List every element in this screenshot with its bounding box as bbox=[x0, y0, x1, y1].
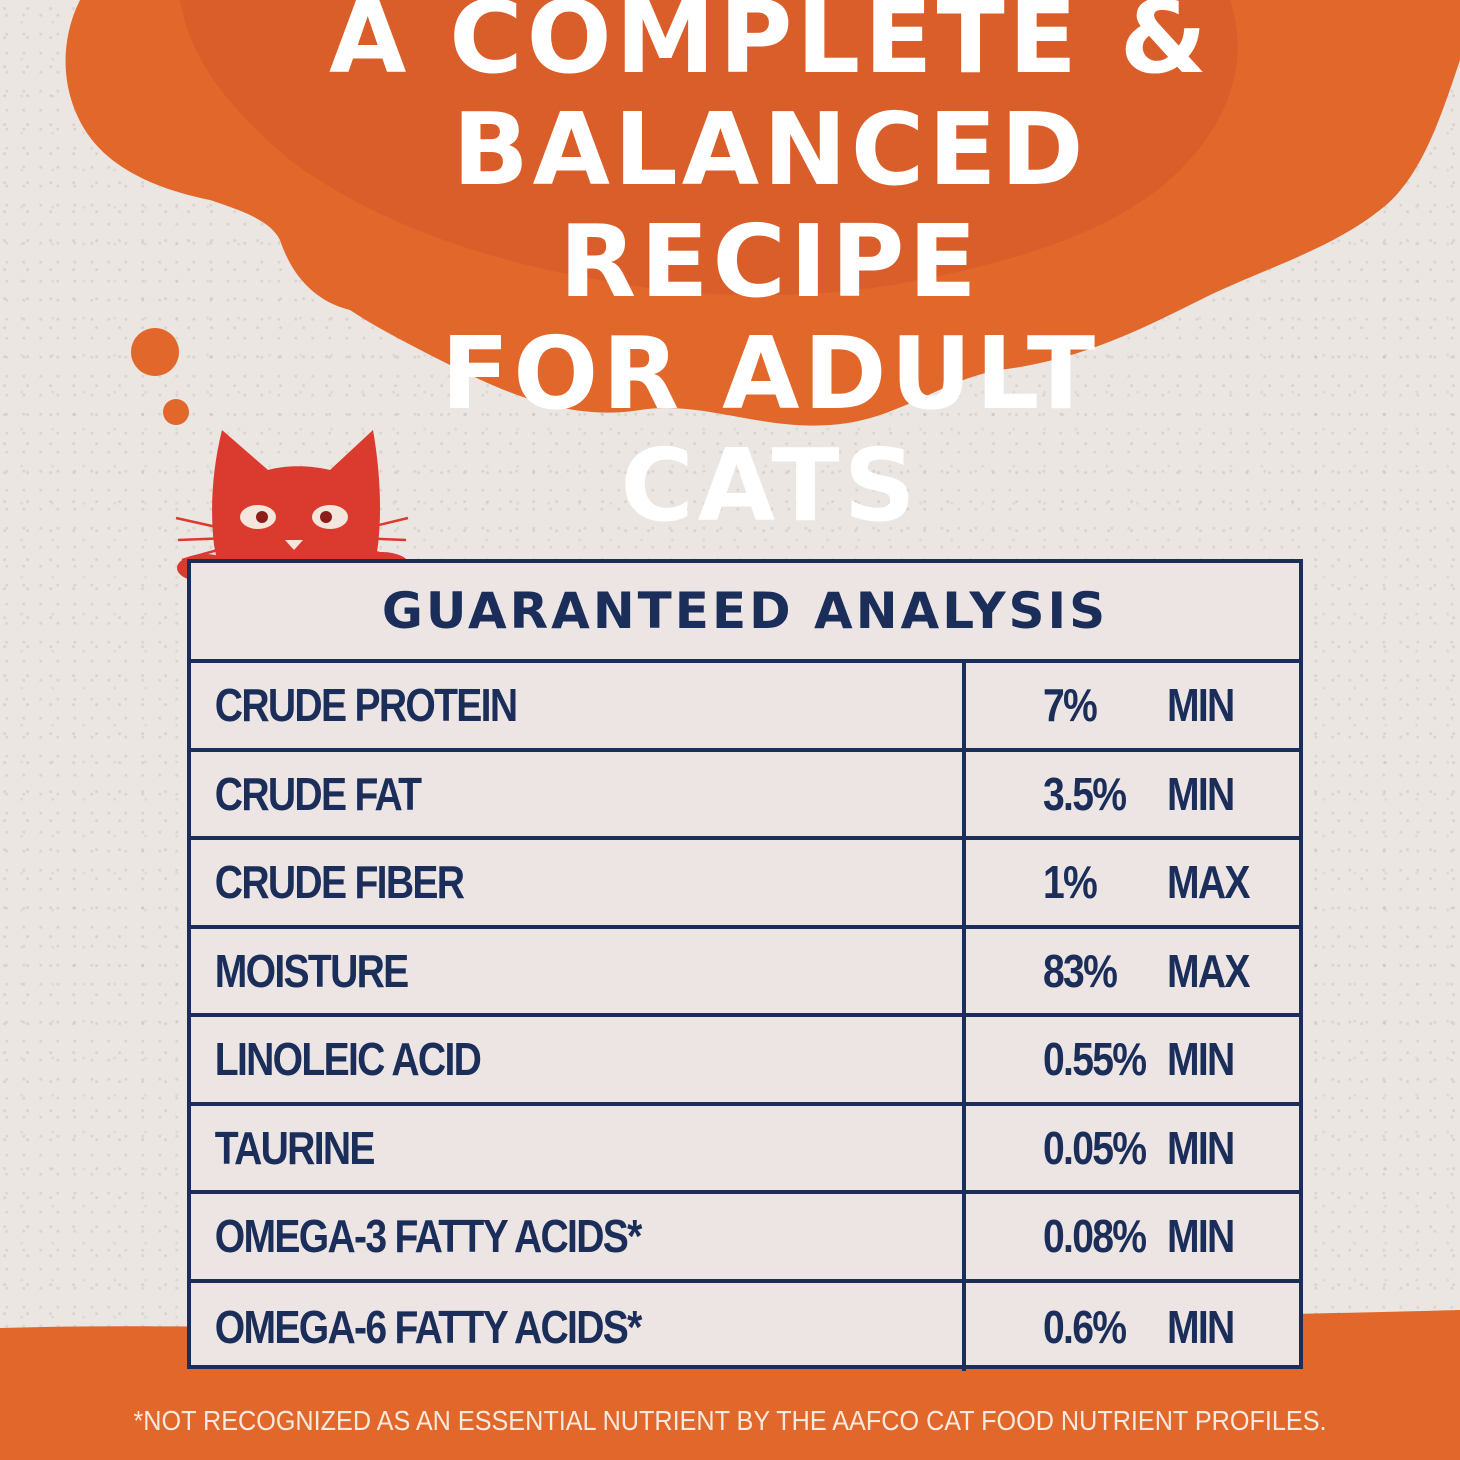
nutrient-amount: 3.5% bbox=[1043, 767, 1127, 820]
nutrient-limit: MIN bbox=[1167, 1121, 1235, 1174]
nutrient-amount: 83% bbox=[1043, 944, 1118, 997]
nutrient-amount: 1% bbox=[1043, 856, 1098, 909]
guaranteed-analysis-table: GUARANTEED ANALYSIS CRUDE PROTEIN 7% MIN… bbox=[187, 559, 1303, 1371]
nutrient-amount: 0.6% bbox=[1043, 1300, 1127, 1353]
nutrient-name: MOISTURE bbox=[214, 944, 409, 997]
nutrient-limit: MIN bbox=[1167, 1210, 1235, 1263]
table-row: LINOLEIC ACID 0.55% MIN bbox=[191, 1017, 1299, 1106]
nutrient-name: CRUDE FAT bbox=[214, 767, 422, 820]
nutrient-name: TAURINE bbox=[214, 1121, 376, 1174]
nutrient-limit: MIN bbox=[1167, 679, 1235, 732]
headline-line: FOR ADULT CATS bbox=[440, 315, 1100, 544]
nutrient-name: CRUDE FIBER bbox=[214, 856, 465, 909]
nutrient-limit: MIN bbox=[1167, 767, 1235, 820]
table-row: OMEGA-3 FATTY ACIDS* 0.08% MIN bbox=[191, 1194, 1299, 1283]
table-row: CRUDE FIBER 1% MAX bbox=[191, 840, 1299, 929]
thought-bubble-icon bbox=[131, 328, 179, 376]
headline-line: BALANCED RECIPE bbox=[452, 91, 1088, 320]
footnote: *NOT RECOGNIZED AS AN ESSENTIAL NUTRIENT… bbox=[133, 1405, 1327, 1436]
column-divider bbox=[962, 1282, 966, 1371]
column-divider bbox=[962, 928, 966, 1013]
nutrient-amount: 7% bbox=[1043, 679, 1098, 732]
nutrient-name: OMEGA-3 FATTY ACIDS* bbox=[214, 1210, 643, 1263]
table-row: OMEGA-6 FATTY ACIDS* 0.6% MIN bbox=[191, 1282, 1299, 1371]
nutrient-name: LINOLEIC ACID bbox=[214, 1033, 482, 1086]
table-row: TAURINE 0.05% MIN bbox=[191, 1105, 1299, 1194]
nutrient-amount: 0.05% bbox=[1043, 1121, 1147, 1174]
nutrient-name: OMEGA-6 FATTY ACIDS* bbox=[214, 1300, 643, 1353]
headline: A COMPLETE & BALANCED RECIPE FOR ADULT C… bbox=[300, 0, 1240, 542]
nutrient-limit: MAX bbox=[1167, 856, 1251, 909]
nutrient-limit: MIN bbox=[1167, 1033, 1235, 1086]
column-divider bbox=[962, 1105, 966, 1190]
nutrient-name: CRUDE PROTEIN bbox=[214, 679, 518, 732]
headline-line: A COMPLETE & bbox=[329, 0, 1211, 96]
table-row: CRUDE PROTEIN 7% MIN bbox=[191, 663, 1299, 752]
nutrient-limit: MAX bbox=[1167, 944, 1251, 997]
table-row: CRUDE FAT 3.5% MIN bbox=[191, 751, 1299, 840]
column-divider bbox=[962, 840, 966, 925]
nutrient-amount: 0.55% bbox=[1043, 1033, 1147, 1086]
nutrient-limit: MIN bbox=[1167, 1300, 1235, 1353]
table-row: MOISTURE 83% MAX bbox=[191, 928, 1299, 1017]
column-divider bbox=[962, 1194, 966, 1279]
thought-bubble-icon bbox=[163, 399, 189, 425]
table-title: GUARANTEED ANALYSIS bbox=[191, 563, 1299, 663]
nutrient-amount: 0.08% bbox=[1043, 1210, 1147, 1263]
cloud-shade bbox=[180, 0, 1238, 295]
column-divider bbox=[962, 663, 966, 748]
column-divider bbox=[962, 1017, 966, 1102]
column-divider bbox=[962, 751, 966, 836]
